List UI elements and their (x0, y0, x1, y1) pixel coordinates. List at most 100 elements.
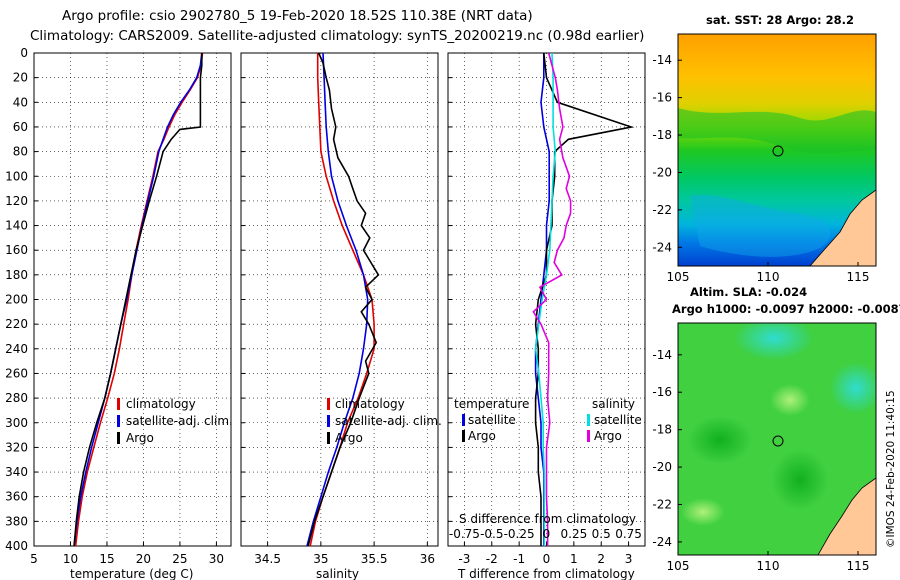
x-tick-label: 2 (597, 552, 605, 566)
depth-tick-label: 280 (5, 391, 28, 405)
land-polygon-2 (817, 477, 876, 555)
depth-tick-label: 60 (13, 120, 28, 134)
legend-label-argo: Argo (335, 431, 363, 445)
legend-swatch-sal-satellite (587, 414, 590, 426)
series-line-temperature-argo (534, 52, 635, 546)
legend-title-temperature: temperature (454, 397, 529, 411)
x-tick-label: 34.5 (254, 552, 281, 566)
series-line-satellite-adj-clim- (306, 52, 369, 547)
difference-grid (448, 52, 645, 547)
x-tick-label: -0.25 (504, 527, 535, 541)
map-y-tick-label: -14 (652, 348, 672, 362)
legend-label-argo: Argo (126, 431, 154, 445)
title-line-1: Argo profile: csio 2902780_5 19-Feb-2020… (62, 8, 533, 24)
sla-map-subtitle: Argo h1000: -0.0097 h2000: -0.0087 (672, 302, 900, 316)
legend-swatch-satellite (117, 415, 120, 427)
difference-legend: temperature satellite Argo salinity sate… (454, 397, 642, 443)
x-tick-label: -0.5 (480, 527, 503, 541)
difference-xlabel: T difference from climatology (457, 567, 635, 580)
legend-label-temp-satellite: satellite (468, 413, 516, 427)
sst-map-frame (677, 33, 877, 267)
sla-light-patch-2 (770, 384, 810, 416)
depth-tick-label: 260 (5, 366, 28, 380)
sla-light-patch (681, 498, 725, 526)
sla-map-argo-marker (772, 435, 784, 447)
map-y-tick-label: -20 (652, 165, 672, 179)
sla-map-title: Altim. SLA: -0.024 (690, 285, 807, 299)
sst-map-argo-marker (772, 145, 784, 157)
sla-cyan-patch (734, 323, 814, 360)
depth-tick-label: 20 (13, 71, 28, 85)
sst-cool-patch (690, 194, 831, 257)
legend-swatch-climatology (327, 398, 330, 410)
map-x-tick-label: 105 (667, 559, 690, 573)
salinity-legend: climatology satellite-adj. clim. Argo (327, 397, 442, 445)
map-y-tick-label: -24 (652, 535, 672, 549)
x-tick-label: -0.75 (449, 527, 480, 541)
sla-map (678, 323, 876, 555)
x-tick-label: 0 (543, 527, 551, 541)
legend-title-salinity: salinity (592, 397, 635, 411)
map-x-tick-label: 115 (847, 270, 870, 284)
legend-label-satellite: satellite-adj. clim. (335, 414, 442, 428)
credit-text: ©IMOS 24-Feb-2020 11:40:15 (885, 390, 897, 548)
depth-tick-label: 300 (5, 416, 28, 430)
legend-swatch-argo (327, 432, 330, 444)
land-polygon (809, 189, 876, 266)
series-line-argo (73, 53, 203, 547)
sst-warm-tongue (678, 108, 876, 154)
depth-tick-label: 120 (5, 194, 28, 208)
legend-swatch-satellite (327, 415, 330, 427)
x-tick-label: 0.75 (615, 527, 642, 541)
depth-tick-label: 200 (5, 293, 28, 307)
legend-label-sal-argo: Argo (594, 429, 622, 443)
legend-swatch-argo (117, 432, 120, 444)
temperature-panel-frame (33, 52, 232, 547)
series-line-salinity-satellite (534, 52, 557, 546)
depth-tick-label: 40 (13, 95, 28, 109)
depth-tick-label: 400 (5, 539, 28, 553)
depth-tick-label: 360 (5, 490, 28, 504)
series-line-argo (307, 52, 380, 547)
salinity-xlabel: salinity (316, 567, 359, 580)
salinity-panel-frame (240, 52, 439, 547)
x-tick-label: 35 (313, 552, 328, 566)
difference-t-ticks: -3 -2 -1 0 1 2 3 (458, 552, 632, 566)
sst-map-y-ticks: -14 -16 -18 -20 -22 -24 (652, 53, 682, 254)
sst-map-x-ticks: 105 110 115 (667, 262, 870, 284)
legend-label-climatology: climatology (335, 397, 405, 411)
legend-label-climatology: climatology (126, 397, 196, 411)
x-tick-label: 25 (172, 552, 187, 566)
salinity-grid (241, 52, 438, 547)
depth-tick-label: 0 (20, 46, 28, 60)
legend-swatch-sal-argo (587, 430, 590, 442)
x-tick-label: 35.5 (361, 552, 388, 566)
difference-top-xlabel: S difference from climatology (459, 512, 636, 526)
x-tick-label: 15 (99, 552, 114, 566)
x-tick-label: -1 (513, 552, 525, 566)
title-line-2: Climatology: CARS2009. Satellite-adjuste… (30, 28, 644, 44)
depth-tick-label: 80 (13, 145, 28, 159)
x-tick-label: 20 (136, 552, 151, 566)
sla-dark-patch-2 (772, 450, 828, 510)
sla-map-frame (677, 322, 877, 556)
map-y-tick-label: -16 (652, 385, 672, 399)
depth-tick-label: 180 (5, 268, 28, 282)
depth-tick-label: 320 (5, 440, 28, 454)
series-line-temperature-satellite (534, 53, 551, 546)
map-y-tick-label: -22 (652, 203, 672, 217)
depth-tick-label: 100 (5, 169, 28, 183)
sst-map (678, 34, 876, 266)
x-tick-label: 0.25 (561, 527, 588, 541)
legend-swatch-climatology (117, 398, 120, 410)
temperature-legend: climatology satellite-adj. clim. Argo (117, 397, 233, 445)
map-x-tick-label: 110 (757, 559, 780, 573)
difference-series (532, 52, 635, 546)
map-y-tick-label: -24 (652, 240, 672, 254)
legend-label-sal-satellite: satellite (594, 413, 642, 427)
x-tick-label: 0.5 (592, 527, 611, 541)
legend-swatch-temp-argo (462, 430, 465, 442)
map-y-tick-label: -22 (652, 497, 672, 511)
map-y-tick-label: -14 (652, 53, 672, 67)
sla-map-y-ticks: -14 -16 -18 -20 -22 -24 (652, 348, 682, 549)
